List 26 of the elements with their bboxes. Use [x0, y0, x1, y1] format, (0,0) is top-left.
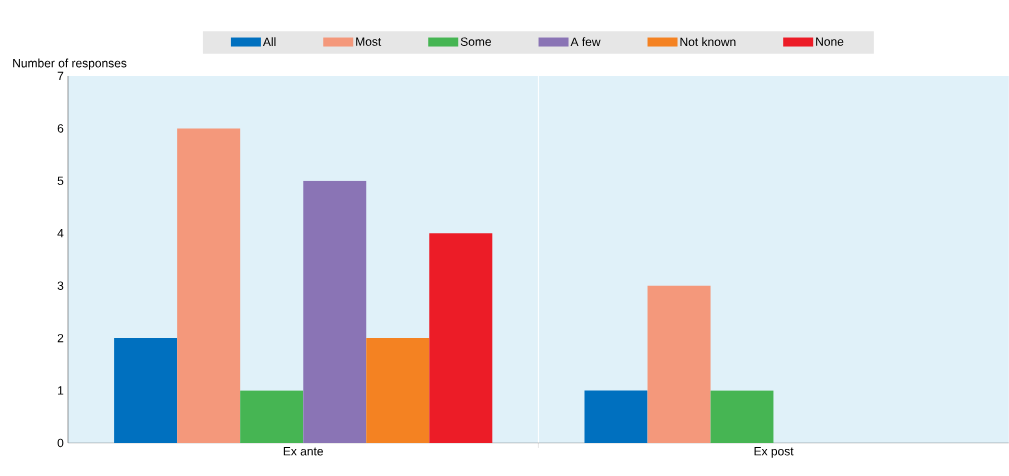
y-tick-label: 5: [57, 176, 64, 186]
legend-label: All: [262, 37, 276, 47]
legend-label: Most: [356, 37, 382, 46]
legend-label: None: [816, 37, 844, 46]
y-tick-label: 6: [57, 124, 64, 133]
legend-label: Not known: [680, 37, 736, 47]
y-tick-label: 0: [57, 438, 64, 448]
y-axis-title: Number of responses: [13, 58, 127, 70]
bar: [303, 180, 367, 443]
y-tick-label: 1: [58, 386, 64, 395]
x-tick-label: Ex ante: [283, 447, 323, 456]
x-tick-label: Ex post: [754, 447, 794, 458]
bar: [429, 233, 493, 443]
y-tick-label: 7: [57, 71, 64, 81]
y-tick-label: 3: [57, 281, 64, 290]
bar: [177, 128, 241, 443]
bar: [710, 390, 774, 443]
bar: [114, 338, 178, 443]
legend-label: A few: [570, 37, 601, 47]
bar: [240, 390, 304, 443]
y-tick-label: 2: [57, 333, 64, 343]
bar: [366, 338, 430, 443]
legend-label: Some: [460, 37, 492, 46]
bar: [647, 285, 711, 443]
y-tick-label: 4: [57, 229, 64, 238]
bar: [584, 390, 648, 443]
